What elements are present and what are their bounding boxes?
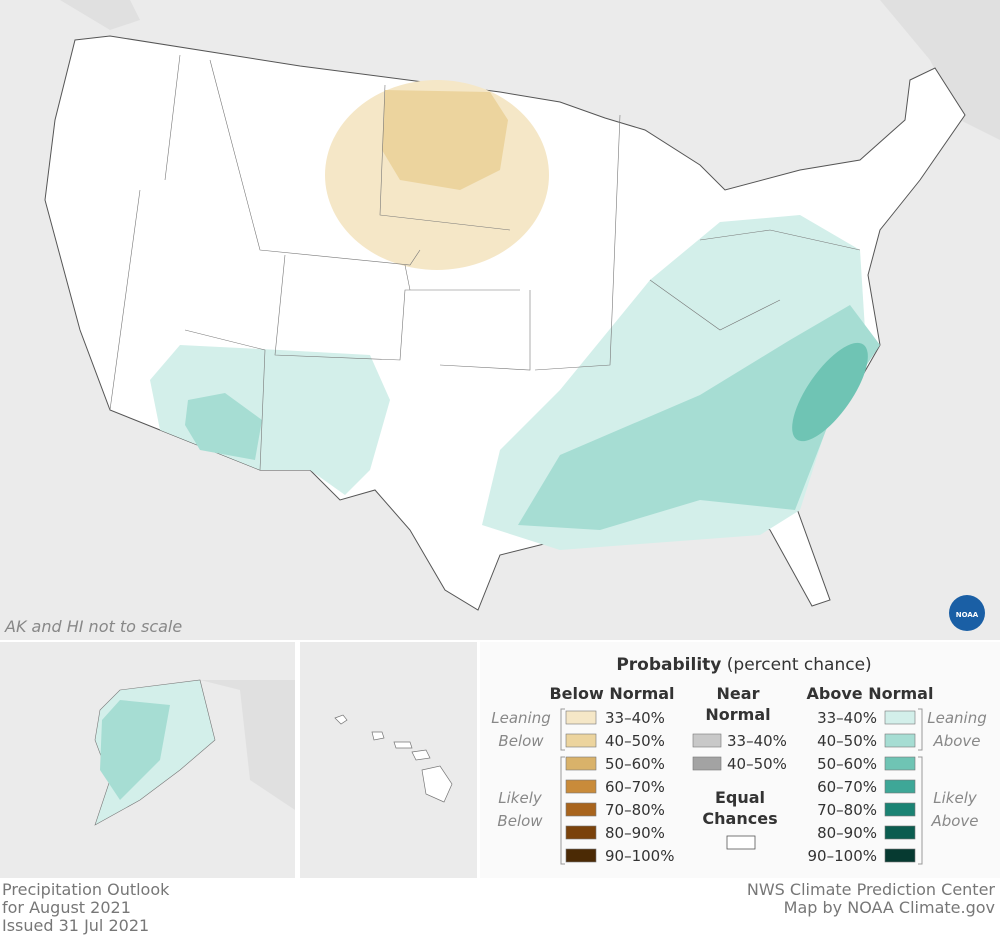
canada-ak bbox=[200, 680, 295, 878]
near-label: 40–50% bbox=[727, 755, 787, 773]
below-label: 70–80% bbox=[605, 801, 665, 819]
below-swatch bbox=[565, 756, 597, 771]
above-50-60-east bbox=[792, 342, 868, 442]
above-swatch bbox=[884, 848, 916, 863]
footer-left: Issued 31 Jul 2021 bbox=[2, 916, 149, 935]
above-label: 70–80% bbox=[817, 801, 877, 819]
footer-right: Map by NOAA Climate.gov bbox=[784, 898, 995, 917]
bracket bbox=[560, 756, 565, 865]
below-heading: Below Normal bbox=[549, 684, 674, 703]
leaning-below: Below bbox=[498, 732, 544, 750]
near-heading: Near bbox=[717, 684, 760, 703]
state-lines bbox=[109, 54, 861, 471]
equal-heading: Equal bbox=[715, 788, 765, 807]
footer-left: for August 2021 bbox=[2, 898, 131, 917]
above-swatch bbox=[884, 710, 916, 725]
above-leaning-southwest bbox=[150, 345, 390, 495]
above-heading: Above Normal bbox=[807, 684, 934, 703]
below-swatch bbox=[565, 848, 597, 863]
above-swatch bbox=[884, 802, 916, 817]
leaning-above: Above bbox=[932, 732, 980, 750]
footer-right: NWS Climate Prediction Center bbox=[747, 880, 996, 899]
near-swatch bbox=[692, 733, 722, 748]
above-swatch bbox=[884, 825, 916, 840]
below-swatch bbox=[565, 825, 597, 840]
near-label: 33–40% bbox=[727, 732, 787, 750]
above-40-50-southwest bbox=[185, 393, 262, 460]
below-swatch bbox=[565, 710, 597, 725]
below-40-50-area bbox=[382, 90, 508, 190]
bracket bbox=[918, 708, 923, 751]
logo-text: NOAA bbox=[956, 611, 979, 619]
above-label: 80–90% bbox=[817, 824, 877, 842]
leaning-below: Leaning bbox=[491, 709, 550, 727]
above-label: 50–60% bbox=[817, 755, 877, 773]
below-swatch bbox=[565, 779, 597, 794]
above-swatch bbox=[884, 779, 916, 794]
leaning-above: Leaning bbox=[927, 709, 986, 727]
above-label: 90–100% bbox=[808, 847, 877, 865]
likely-below: Below bbox=[497, 812, 543, 830]
above-label: 40–50% bbox=[817, 732, 877, 750]
scale-note: AK and HI not to scale bbox=[4, 617, 182, 636]
above-label: 60–70% bbox=[817, 778, 877, 796]
below-label: 90–100% bbox=[605, 847, 674, 865]
bracket bbox=[560, 708, 565, 751]
legend-title: Probability (percent chance) bbox=[616, 655, 871, 675]
below-label: 40–50% bbox=[605, 732, 665, 750]
bracket bbox=[918, 756, 923, 865]
legend: Below Normal 33–40% 40–50% 50–60% 60–70% 70–8… bbox=[491, 684, 986, 865]
likely-above: Above bbox=[930, 812, 978, 830]
below-swatch bbox=[565, 733, 597, 748]
legend-title-sub: (percent chance) bbox=[727, 655, 872, 675]
hawaii-panel bbox=[300, 642, 477, 878]
equal-swatch bbox=[726, 835, 756, 850]
above-label: 33–40% bbox=[817, 709, 877, 727]
below-label: 60–70% bbox=[605, 778, 665, 796]
likely-below: Likely bbox=[498, 789, 543, 807]
above-swatch bbox=[884, 756, 916, 771]
below-swatch bbox=[565, 802, 597, 817]
below-label: 33–40% bbox=[605, 709, 665, 727]
likely-above: Likely bbox=[933, 789, 978, 807]
below-label: 50–60% bbox=[605, 755, 665, 773]
noaa-logo bbox=[949, 595, 985, 631]
above-40-50-east bbox=[518, 305, 880, 530]
below-label: 80–90% bbox=[605, 824, 665, 842]
near-heading: Normal bbox=[705, 705, 770, 724]
hawaii-islands bbox=[334, 714, 453, 803]
alaska-40-50 bbox=[100, 700, 170, 800]
equal-heading: Chances bbox=[702, 809, 777, 828]
above-swatch bbox=[884, 733, 916, 748]
near-swatch bbox=[692, 756, 722, 771]
footer-left: Precipitation Outlook bbox=[2, 880, 170, 899]
canada-land bbox=[60, 0, 1000, 140]
legend-title-main: Probability bbox=[616, 655, 721, 675]
